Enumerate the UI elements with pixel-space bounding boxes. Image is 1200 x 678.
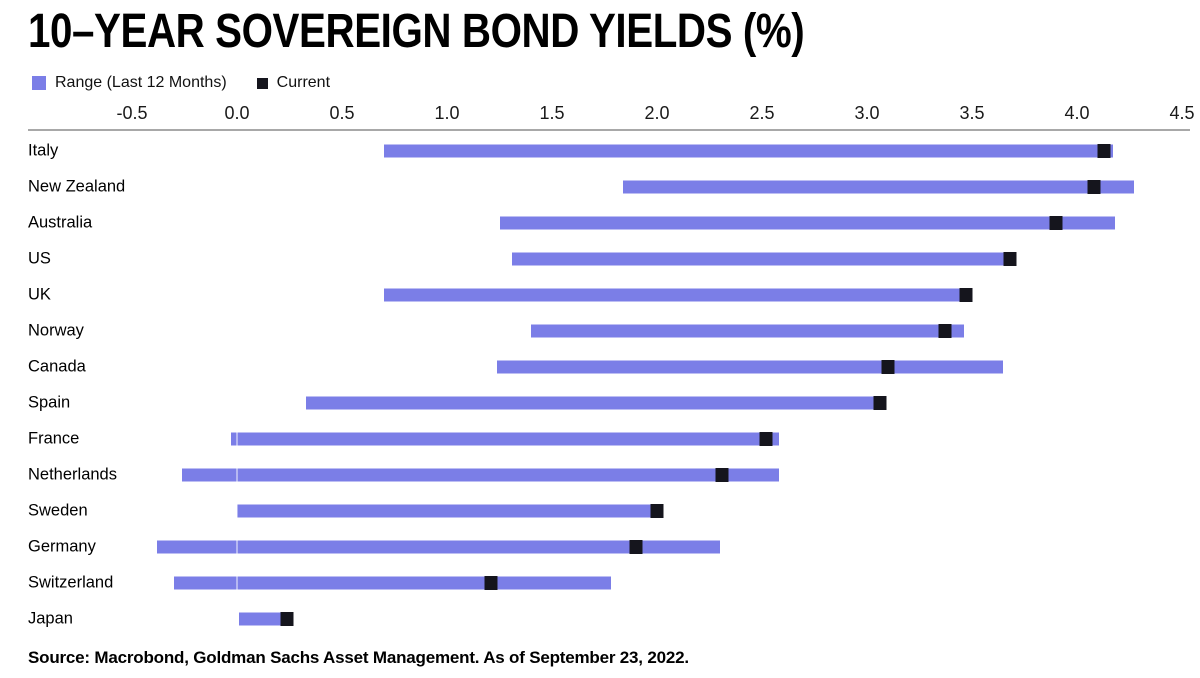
- x-axis-tick-label: 0.5: [329, 103, 355, 123]
- x-axis-line: [28, 129, 1190, 131]
- current-marker: [873, 396, 887, 410]
- range-bar: [306, 396, 886, 410]
- x-axis-ticks: -0.5 0.0 0.5 1.0 1.5 2.0 2.5 3.0 3.5 4.0 4.5: [28, 103, 1194, 127]
- country-label: New Zealand: [28, 177, 126, 196]
- x-axis-tick-label: 1.5: [539, 103, 565, 123]
- zero-gridline: [236, 241, 238, 277]
- current-marker: [629, 540, 643, 554]
- chart-row-norway: Norway: [28, 313, 1190, 349]
- legend-current-label: Current: [276, 74, 331, 91]
- chart-row-france: France: [28, 421, 1190, 457]
- chart-row-sweden: Sweden: [28, 493, 1190, 529]
- current-marker: [280, 612, 294, 626]
- current-marker: [1087, 180, 1101, 194]
- x-axis-tick-label: 2.5: [749, 103, 775, 123]
- zero-gridline: [236, 349, 238, 385]
- bond-yields-chart: -0.5 0.0 0.5 1.0 1.5 2.0 2.5 3.0 3.5 4.0 4.5 Italy…: [28, 0, 1195, 678]
- chart-row-germany: Germany: [28, 529, 1190, 565]
- range-bar: [239, 612, 288, 626]
- chart-row-us: US: [28, 241, 1190, 277]
- legend-range-label: Range (Last 12 Months): [55, 74, 227, 91]
- chart-row-netherlands: Netherlands: [28, 457, 1190, 493]
- chart-row-japan: Japan: [28, 601, 1190, 637]
- chart-row-australia: Australia: [28, 205, 1190, 241]
- range-bar: [230, 432, 779, 446]
- range-swatch-icon: [32, 76, 46, 90]
- current-marker: [759, 432, 773, 446]
- zero-gridline: [236, 133, 238, 169]
- current-marker: [1003, 252, 1017, 266]
- zero-gridline: [236, 313, 238, 349]
- range-bar: [384, 288, 972, 302]
- current-marker: [484, 576, 498, 590]
- chart-row-switzerland: Switzerland: [28, 565, 1190, 601]
- x-axis-tick-label: 1.0: [434, 103, 460, 123]
- country-label: Canada: [28, 357, 86, 376]
- range-bar: [174, 576, 611, 590]
- current-marker: [715, 468, 729, 482]
- zero-gridline: [236, 169, 238, 205]
- country-label: Italy: [28, 141, 59, 160]
- x-axis-tick-label: 4.5: [1169, 103, 1195, 123]
- country-label: Spain: [28, 393, 71, 412]
- current-marker: [1049, 216, 1063, 230]
- current-marker: [650, 504, 664, 518]
- country-label: Japan: [28, 609, 73, 628]
- country-label: Australia: [28, 213, 93, 232]
- country-label: UK: [28, 285, 51, 304]
- current-marker: [938, 324, 952, 338]
- chart-row-new-zealand: New Zealand: [28, 169, 1190, 205]
- x-axis-tick-label: 3.5: [959, 103, 985, 123]
- range-bar: [530, 324, 964, 338]
- zero-gridline: [236, 205, 238, 241]
- country-label: Norway: [28, 321, 84, 340]
- zero-gridline: [236, 277, 238, 313]
- x-axis-tick-label: 2.0: [644, 103, 670, 123]
- legend-item-current: Current: [256, 74, 331, 92]
- range-bar: [499, 216, 1115, 230]
- country-label: Switzerland: [28, 573, 114, 592]
- chart-row-italy: Italy: [28, 133, 1190, 169]
- x-axis-tick-label: 0.0: [224, 103, 250, 123]
- range-bar: [497, 360, 1004, 374]
- current-marker: [881, 360, 895, 374]
- chart-row-spain: Spain: [28, 385, 1190, 421]
- current-swatch-icon: [256, 77, 268, 89]
- chart-rows: Italy New Zealand Australia US UK Norway Canad…: [28, 133, 1190, 637]
- x-axis-tick-label: -0.5: [116, 103, 148, 123]
- country-label: Netherlands: [28, 465, 117, 484]
- current-marker: [959, 288, 973, 302]
- zero-gridline: [236, 601, 238, 637]
- country-label: Germany: [28, 537, 96, 556]
- source-note: Source: Macrobond, Goldman Sachs Asset M…: [28, 648, 689, 667]
- range-bar: [623, 180, 1134, 194]
- legend: Range (Last 12 Months) Current: [32, 74, 330, 92]
- range-bar: [182, 468, 779, 482]
- legend-item-range: Range (Last 12 Months): [32, 74, 227, 92]
- country-label: US: [28, 249, 51, 268]
- range-bar: [157, 540, 720, 554]
- chart-row-uk: UK: [28, 277, 1190, 313]
- country-label: France: [28, 429, 80, 448]
- range-bar: [512, 252, 1014, 266]
- zero-gridline: [236, 385, 238, 421]
- x-axis-tick-label: 4.0: [1064, 103, 1090, 123]
- range-bar: [384, 144, 1113, 158]
- range-bar: [237, 504, 664, 518]
- chart-row-canada: Canada: [28, 349, 1190, 385]
- x-axis-tick-label: 3.0: [854, 103, 880, 123]
- country-label: Sweden: [28, 501, 88, 520]
- current-marker: [1097, 144, 1111, 158]
- chart-title: 10–YEAR SOVEREIGN BOND YIELDS (%): [28, 5, 805, 58]
